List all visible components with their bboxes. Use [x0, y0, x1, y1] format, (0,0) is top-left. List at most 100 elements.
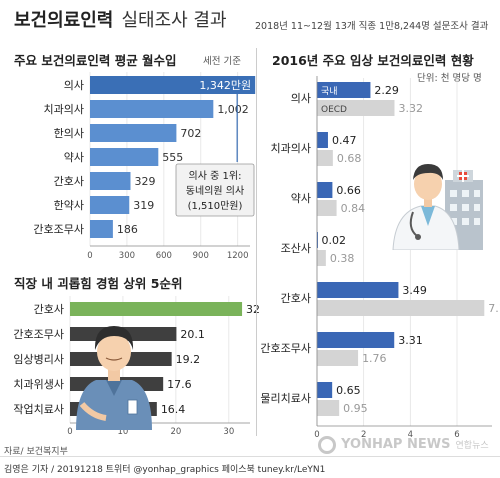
- brand-watermark: YONHAP NEWS 연합뉴스: [318, 434, 498, 460]
- harassment-value-label: 17.6: [167, 378, 192, 391]
- staffing-category-label: 의사: [291, 92, 311, 105]
- harassment-value-label: 20.1: [180, 328, 205, 341]
- harassment-tick-label: 20: [170, 427, 181, 437]
- income-chart-subtitle: 세전 기준: [203, 56, 241, 67]
- domestic-value-label: 0.66: [336, 184, 361, 197]
- harassment-value-label: 16.4: [161, 403, 186, 416]
- income-value-label: 319: [133, 199, 154, 212]
- harassment-tick-label: 0: [67, 427, 72, 437]
- nurse-illustration: [76, 326, 152, 430]
- header: 보건의료인력 실태조사 결과: [14, 6, 494, 36]
- oecd-bar: [317, 200, 337, 216]
- oecd-bar: [317, 250, 326, 266]
- doctor-illustration: [392, 164, 483, 250]
- income-value-label: 1,342만원: [199, 79, 251, 92]
- oecd-value-label: 0.95: [343, 402, 368, 415]
- harassment-category-label: 임상병리사: [13, 353, 64, 366]
- brand-name-ko: 연합뉴스: [455, 441, 489, 451]
- harassment-category-label: 치과위생사: [13, 378, 64, 391]
- staffing-category-label: 물리치료사: [260, 392, 311, 405]
- income-value-label: 555: [162, 151, 183, 164]
- callout-box: [175, 163, 255, 217]
- oecd-value-label: 3.32: [398, 102, 423, 115]
- oecd-value-label: 1.76: [362, 352, 387, 365]
- domestic-bar: [317, 282, 399, 298]
- staffing-tick-label: 2: [361, 430, 366, 440]
- brand-logo-icon: [318, 435, 336, 454]
- oecd-value-label: 7.17: [488, 302, 500, 315]
- domestic-bar: [317, 82, 371, 98]
- income-tick-label: 600: [156, 251, 172, 261]
- domestic-value-label: 0.02: [321, 234, 346, 247]
- legend-domestic: 국내: [321, 86, 338, 97]
- staffing-chart: 의사 2.29 국내 3.32 OECD 치과의사 0.47 0.68 약사 0.66 0.84 조산…: [260, 76, 500, 440]
- income-category-label: 의사: [64, 79, 84, 92]
- income-value-label: 1,002: [217, 103, 249, 116]
- credit-line: 김영은 기자 / 20191218 트위터 @yonhap_graphics 페…: [4, 465, 326, 475]
- staffing-tick-label: 6: [454, 430, 459, 440]
- staffing-category-label: 간호조무사: [260, 342, 311, 355]
- income-tick-label: 1200: [227, 251, 249, 261]
- income-bar: [90, 148, 159, 166]
- survey-note: 2018년 11~12월 13개 직종 1만8,244명 설문조사 결과: [255, 21, 489, 32]
- domestic-bar: [317, 332, 395, 348]
- income-chart-title: 주요 보건의료인력 평균 월수입: [14, 53, 177, 68]
- income-tick-label: 900: [193, 251, 209, 261]
- footer-divider: [0, 456, 500, 457]
- income-value-label: 186: [117, 223, 138, 236]
- staffing-category-label: 간호사: [281, 292, 311, 305]
- income-value-label: 702: [180, 127, 201, 140]
- income-value-label: 329: [134, 175, 155, 188]
- oecd-bar: [317, 300, 485, 316]
- income-category-label: 치과의사: [44, 103, 84, 116]
- income-bar: [90, 172, 131, 190]
- staffing-category-label: 치과의사: [271, 142, 311, 155]
- callout-text: (1,510만원): [188, 200, 243, 212]
- oecd-value-label: 0.68: [337, 152, 362, 165]
- harassment-category-label: 작업치료사: [13, 403, 64, 416]
- income-bar: [90, 196, 130, 214]
- staffing-category-label: 약사: [291, 191, 311, 205]
- page-title-light: 실태조사 결과: [121, 10, 227, 31]
- page-title: 보건의료인력: [14, 10, 114, 31]
- income-category-label: 한약사: [54, 198, 84, 212]
- income-category-label: 한의사: [54, 127, 84, 140]
- legend-oecd: OECD: [321, 105, 347, 115]
- brand-name: YONHAP NEWS: [341, 437, 451, 452]
- income-bar: [90, 76, 256, 94]
- source-note: 자료/ 보건복지부: [4, 447, 68, 457]
- harassment-tick-label: 30: [223, 427, 234, 437]
- domestic-bar: [317, 382, 333, 398]
- income-category-label: 약사: [64, 150, 84, 164]
- income-bar: [90, 220, 113, 238]
- harassment-chart-title: 직장 내 괴롭힘 경험 상위 5순위: [14, 276, 183, 291]
- income-category-label: 간호조무사: [33, 223, 84, 236]
- oecd-bar: [317, 100, 395, 116]
- callout-text: 동네의원 의사: [186, 185, 244, 197]
- oecd-bar: [317, 400, 340, 416]
- domestic-value-label: 3.49: [402, 284, 427, 297]
- domestic-value-label: 0.65: [336, 384, 361, 397]
- callout-text: 의사 중 1위:: [189, 169, 242, 182]
- domestic-bar: [317, 132, 328, 148]
- domestic-value-label: 3.31: [398, 334, 423, 347]
- staffing-tick-label: 4: [408, 430, 413, 440]
- harassment-category-label: 간호사: [34, 303, 64, 316]
- domestic-value-label: 2.29: [374, 84, 399, 97]
- income-bar: [90, 100, 214, 118]
- domestic-value-label: 0.47: [332, 134, 357, 147]
- oecd-value-label: 0.38: [330, 252, 355, 265]
- income-tick-label: 300: [119, 251, 135, 261]
- harassment-tick-label: 10: [118, 427, 129, 437]
- oecd-value-label: 0.84: [341, 202, 366, 215]
- harassment-category-label: 간호조무사: [13, 328, 64, 341]
- income-bar: [90, 124, 177, 142]
- staffing-chart-title: 2016년 주요 임상 보건의료인력 현황: [272, 53, 474, 68]
- domestic-bar: [317, 232, 318, 248]
- staffing-tick-label: 0: [314, 430, 319, 440]
- oecd-bar: [317, 350, 359, 366]
- income-category-label: 간호사: [54, 175, 84, 188]
- domestic-bar: [317, 182, 333, 198]
- income-tick-label: 0: [87, 251, 92, 261]
- staffing-chart-unit: 단위: 천 명당 명: [417, 73, 482, 84]
